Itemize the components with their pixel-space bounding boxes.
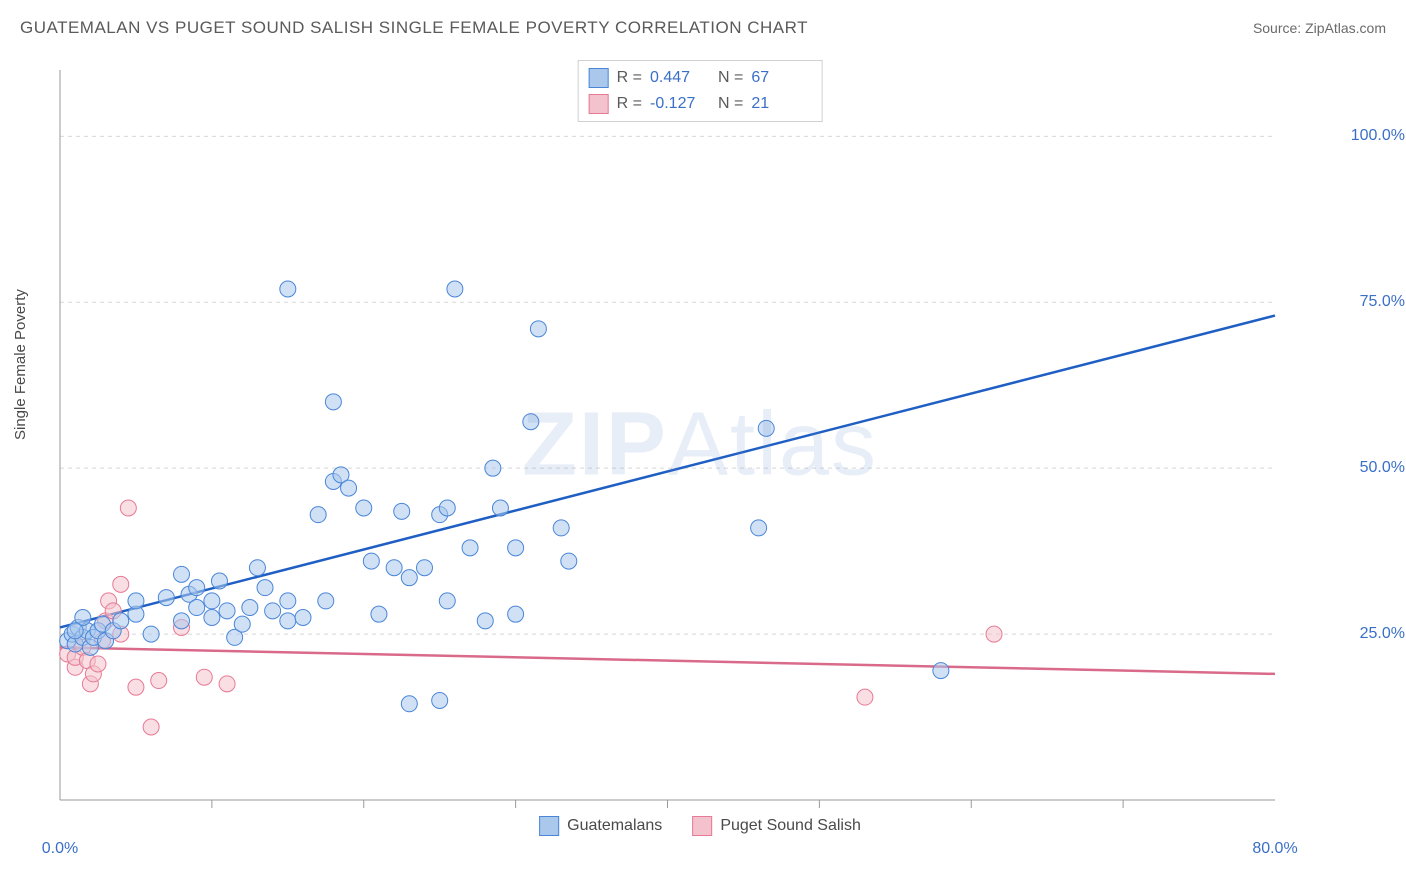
source-label: Source: ZipAtlas.com (1253, 20, 1386, 36)
y-tick-label: 25.0% (1360, 625, 1405, 643)
legend-item: Puget Sound Salish (692, 816, 861, 836)
legend-swatch (589, 94, 609, 114)
legend-text: R = (617, 69, 642, 87)
y-axis-label: Single Female Poverty (12, 289, 29, 440)
legend-item: Guatemalans (539, 816, 662, 836)
y-tick-label: 50.0% (1360, 459, 1405, 477)
legend-text: N = (718, 95, 743, 113)
correlation-legend: R = 0.447 N = 67 R = -0.127 N = 21 (578, 60, 823, 122)
y-tick-label: 100.0% (1351, 127, 1405, 145)
legend-text: 21 (751, 95, 811, 113)
legend-text: 67 (751, 69, 811, 87)
legend-text: R = (617, 95, 642, 113)
scatter-chart (55, 60, 1345, 830)
legend-text: -0.127 (650, 95, 710, 113)
plot-area: ZIPAtlas R =0.447N =67R =-0.127N =21 Gua… (55, 60, 1345, 830)
legend-swatch (589, 68, 609, 88)
legend-text: N = (718, 69, 743, 87)
legend-text: 0.447 (650, 69, 710, 87)
x-tick-label: 0.0% (42, 840, 78, 858)
legend-label: Guatemalans (567, 817, 662, 835)
legend-label: Puget Sound Salish (720, 817, 861, 835)
chart-title: GUATEMALAN VS PUGET SOUND SALISH SINGLE … (20, 18, 808, 38)
y-tick-label: 75.0% (1360, 293, 1405, 311)
legend-swatch (692, 816, 712, 836)
legend-swatch (539, 816, 559, 836)
series-legend: Guatemalans Puget Sound Salish (539, 816, 861, 836)
x-tick-label: 80.0% (1252, 840, 1297, 858)
